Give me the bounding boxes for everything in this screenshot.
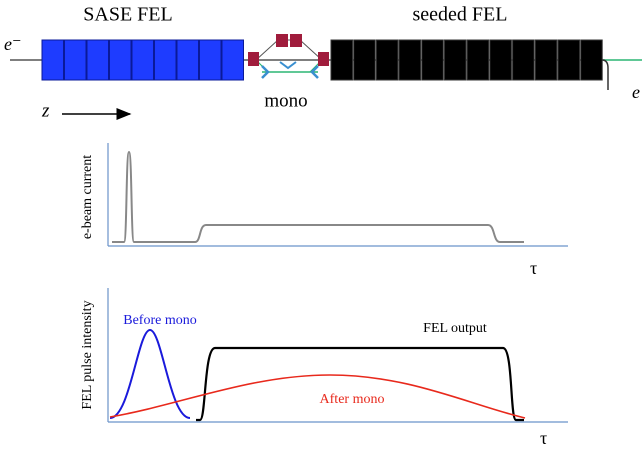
seeded-label: seeded FEL [413,4,508,26]
current-curve [112,152,524,242]
undulator-segment [200,40,222,80]
mono-crystal [280,62,296,68]
undulator-segment [535,40,557,80]
undulator-segment [155,40,177,80]
undulator-segment [513,40,535,80]
chicane-magnet [290,34,302,47]
electron-in-label: e⁻ [4,34,22,54]
dump-line [602,60,608,90]
before-mono-label: Before mono [123,313,196,328]
undulator-segment [65,40,87,80]
chicane-path [256,40,322,60]
undulator-segment [331,40,353,80]
after-mono-curve [110,375,525,418]
undulator-segment [422,40,444,80]
fel-output-curve [196,348,524,420]
undulator-segment [490,40,512,80]
undulator-segment [558,40,580,80]
chicane-magnet [318,52,329,66]
undulator-segment [399,40,421,80]
undulator-segment [581,40,603,80]
mono-label: mono [264,90,307,111]
z-label: z [41,100,50,121]
undulator-segment [376,40,398,80]
undulator-segment [467,40,489,80]
x-axis-label: τ [540,428,547,448]
y-axis-label: e-beam current [80,155,95,239]
undulator-segment [42,40,64,80]
chicane-magnet [276,34,288,47]
after-mono-label: After mono [320,392,385,407]
chicane-magnet [248,52,259,66]
undulator-segment [132,40,154,80]
fel-output-label: FEL output [423,321,487,336]
undulator-segment [110,40,132,80]
diagram: SASE FEL seeded FEL e⁻ e mono z e-beam c… [0,0,642,450]
page: {"beamline": {"sase_label": "SASE FEL", … [0,0,642,450]
undulator-segment [222,40,244,80]
before-mono-curve [110,330,190,418]
x-axis-label: τ [530,258,537,278]
undulator-segment [87,40,109,80]
sase-undulator [42,40,244,80]
sase-label: SASE FEL [83,4,172,26]
y-axis-label: FEL pulse intensity [80,300,95,409]
undulator-segment [445,40,467,80]
undulator-segment [177,40,199,80]
electron-out-label: e [632,82,640,102]
undulator-segment [354,40,376,80]
